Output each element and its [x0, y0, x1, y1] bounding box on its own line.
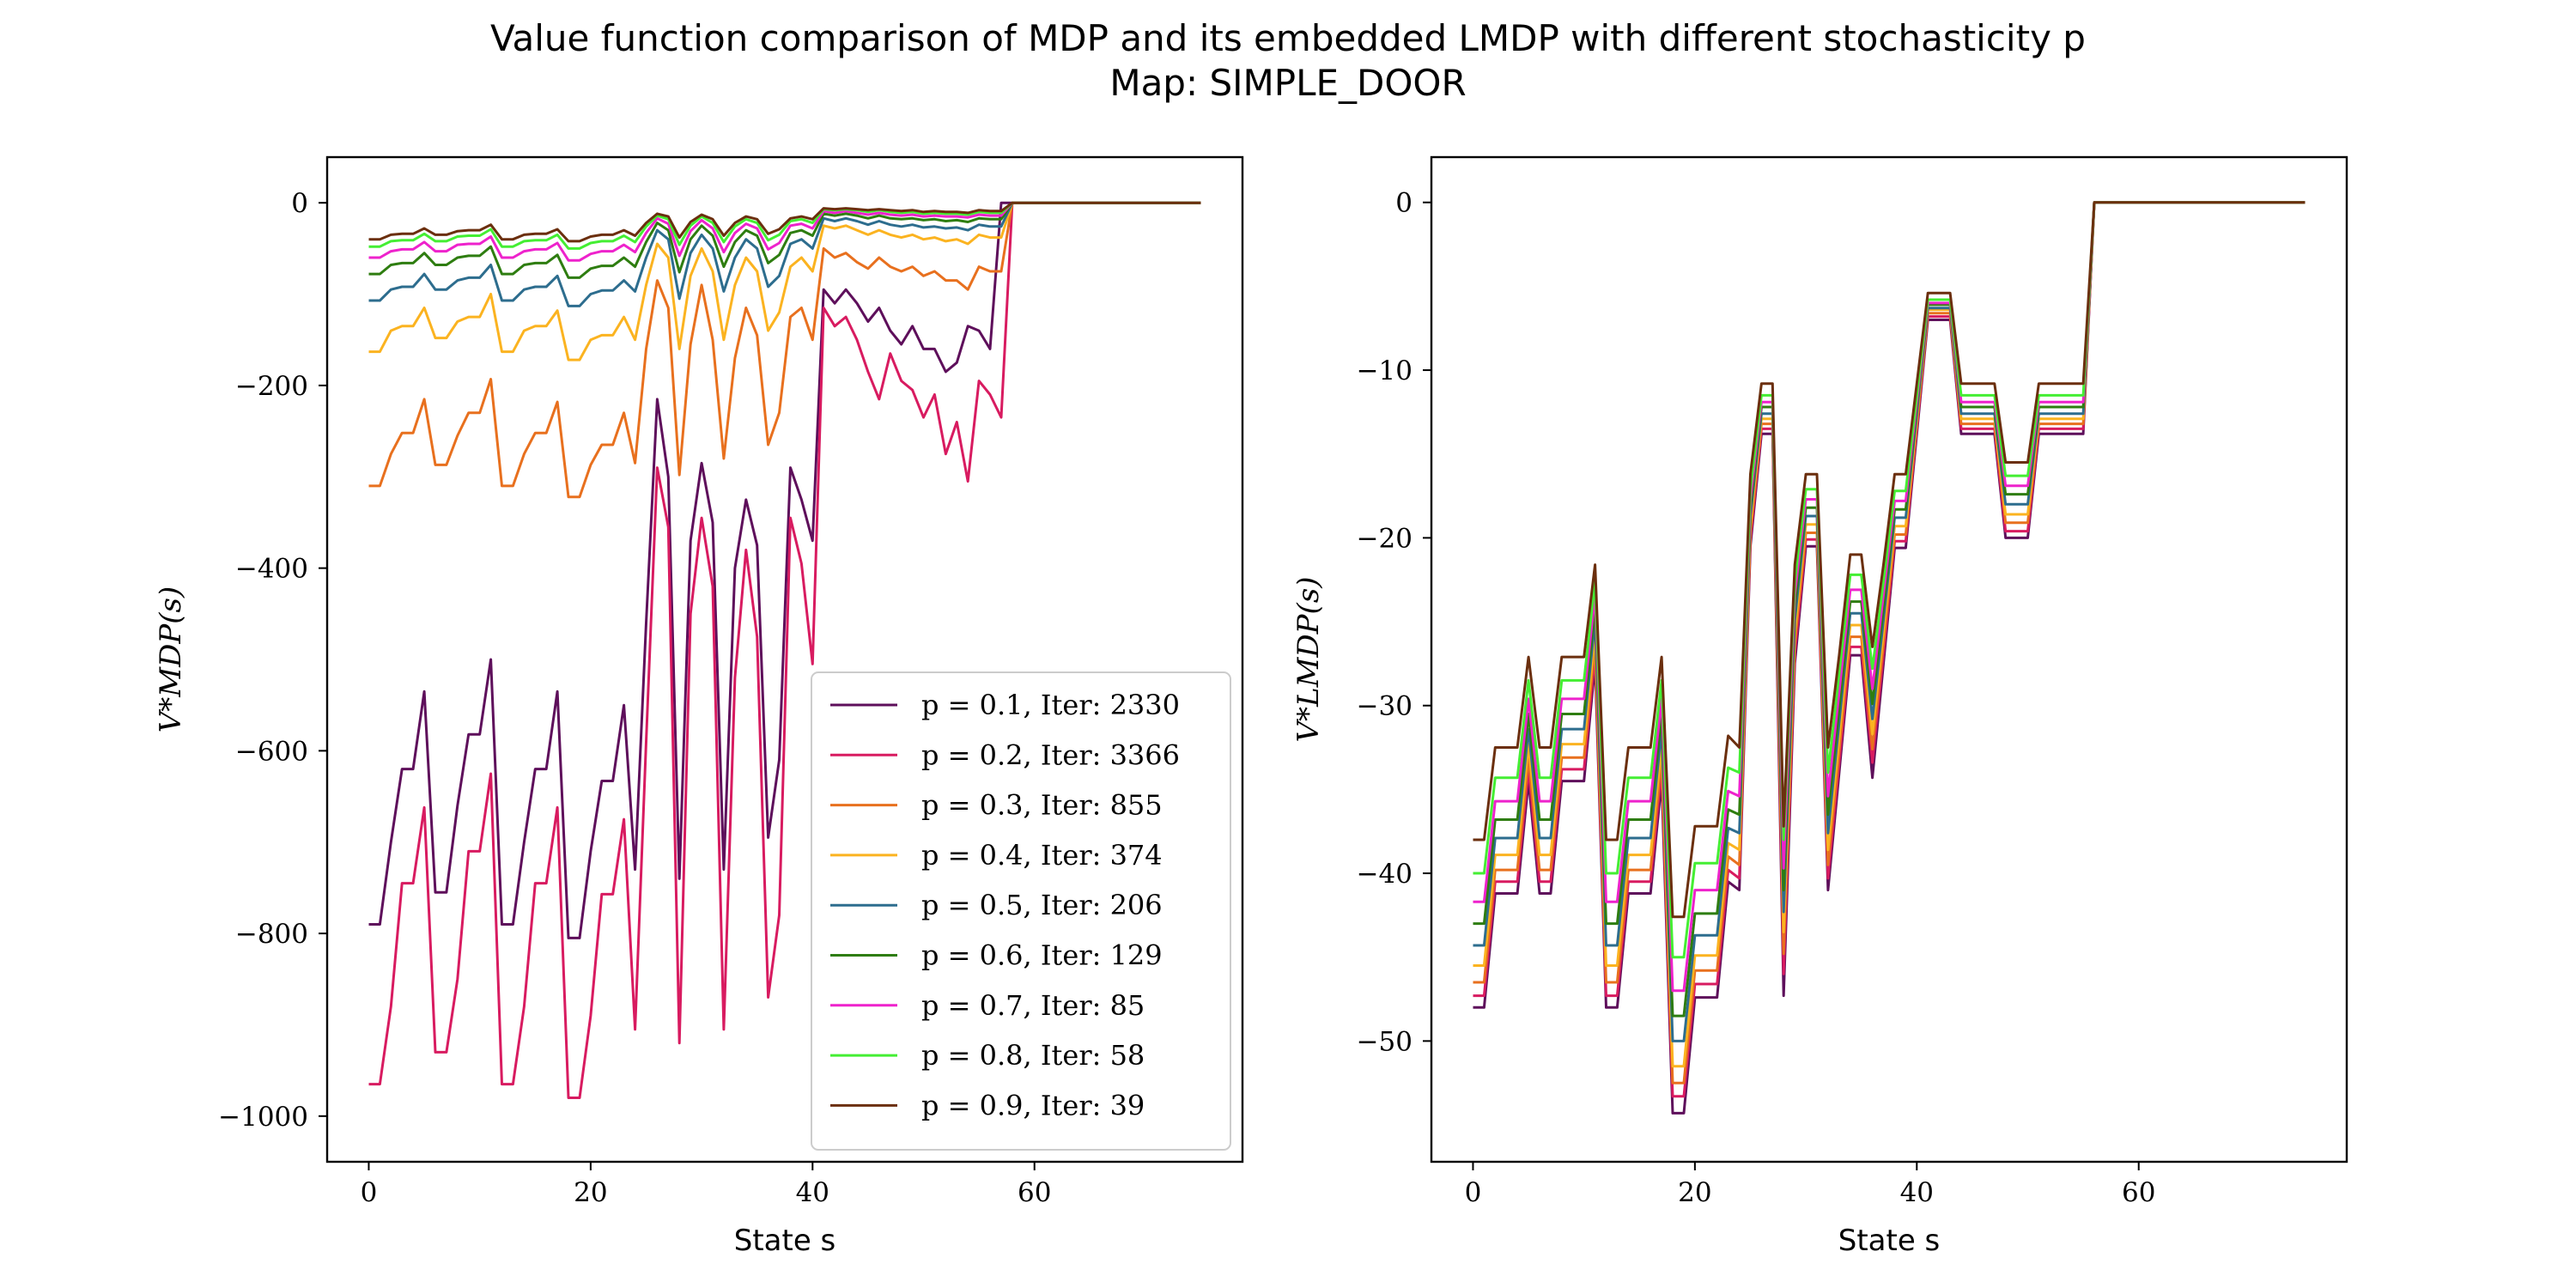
y-tick-label: −200	[235, 371, 308, 402]
legend-label: p = 0.3, Iter: 855	[921, 789, 1163, 822]
legend-label: p = 0.9, Iter: 39	[921, 1089, 1145, 1121]
left-chart-mdp: 0 20 40 60 −1000 −800 −600 −400 −200 0 State s V*MD…	[154, 155, 1244, 1258]
series-group	[1473, 201, 2306, 1115]
figure-title-text: Value function comparison of MDP and its…	[490, 17, 2086, 59]
legend-label: p = 0.8, Iter: 58	[921, 1039, 1145, 1072]
right-chart-lmdp: 0 20 40 60 −50 −40 −30 −20 −10 0 State s V*LMDP(s)	[1291, 155, 2348, 1258]
x-axis-label: State s	[734, 1224, 836, 1258]
x-tick-label: 60	[1018, 1177, 1051, 1208]
y-tick-label: −600	[235, 736, 308, 767]
y-tick-label: −20	[1357, 523, 1413, 554]
y-tick-label: −50	[1357, 1026, 1413, 1057]
legend-label: p = 0.4, Iter: 374	[921, 839, 1163, 872]
x-tick-label: 0	[361, 1177, 378, 1208]
x-tick-label: 40	[796, 1177, 829, 1208]
y-tick-label: −800	[235, 919, 308, 950]
y-tick-label: −10	[1357, 355, 1413, 386]
figure-title: Value function comparison of MDP and its…	[0, 17, 2576, 59]
series-line-9	[368, 201, 1201, 243]
x-tick-label: 20	[574, 1177, 607, 1208]
y-tick-label: −400	[235, 554, 308, 585]
figure-subtitle: Map: SIMPLE_DOOR	[0, 62, 2576, 104]
y-tick-label: 0	[1395, 188, 1413, 219]
x-tick-label: 60	[2122, 1177, 2155, 1208]
y-axis-label: V*MDP(s)	[154, 586, 188, 732]
x-tick-label: 40	[1900, 1177, 1934, 1208]
y-tick-label: −40	[1357, 859, 1413, 890]
legend-label: p = 0.7, Iter: 85	[921, 989, 1145, 1022]
y-tick-label: 0	[291, 188, 308, 219]
legend-label: p = 0.2, Iter: 3366	[921, 738, 1180, 771]
x-tick-label: 20	[1678, 1177, 1711, 1208]
legend-label: p = 0.6, Iter: 129	[921, 939, 1163, 972]
legend-box	[811, 671, 1231, 1151]
plot-frame	[1430, 155, 2348, 1163]
series-line-9	[1473, 201, 2306, 919]
plot-frame	[325, 155, 1244, 1163]
series-group	[368, 201, 1201, 1099]
series-line-3	[368, 201, 1201, 499]
y-tick-label: −1000	[218, 1102, 308, 1133]
x-tick-label: 0	[1465, 1177, 1482, 1208]
figure-subtitle-text: Map: SIMPLE_DOOR	[1109, 62, 1467, 104]
y-axis-label: V*LMDP(s)	[1291, 576, 1326, 742]
y-tick-label: −30	[1357, 691, 1413, 722]
legend-label: p = 0.5, Iter: 206	[921, 889, 1163, 921]
legend-label: p = 0.1, Iter: 2330	[921, 689, 1180, 721]
x-axis-label: State s	[1838, 1224, 1941, 1258]
